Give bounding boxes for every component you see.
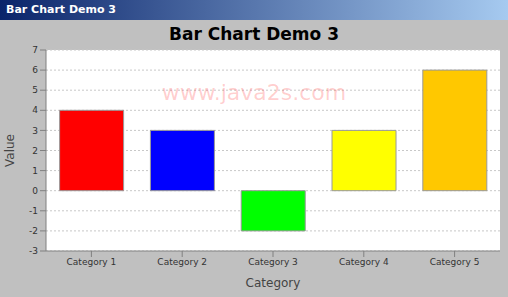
svg-text:0: 0 [32, 186, 38, 196]
svg-text:7: 7 [32, 46, 38, 55]
svg-text:3: 3 [32, 126, 38, 136]
svg-text:Category 5: Category 5 [430, 257, 480, 267]
svg-text:4: 4 [32, 105, 38, 115]
svg-text:-1: -1 [29, 206, 38, 216]
svg-text:Category 3: Category 3 [248, 257, 298, 267]
svg-text:Category 4: Category 4 [339, 257, 389, 267]
html-text:www.java2s.com: www.java2s.com [161, 80, 347, 105]
svg-text:Category: Category [246, 276, 301, 290]
html-text:Bar Chart Demo 3: Bar Chart Demo 3 [169, 24, 339, 44]
svg-text:-3: -3 [29, 246, 38, 256]
svg-text:-2: -2 [29, 226, 38, 236]
svg-text:Value: Value [8, 134, 17, 167]
svg-text:1: 1 [32, 166, 38, 176]
html-text:Bar Chart Demo 3: Bar Chart Demo 3 [6, 3, 116, 16]
svg-text:5: 5 [32, 85, 38, 95]
svg-text:2: 2 [32, 146, 38, 156]
svg-text:Category 1: Category 1 [67, 257, 117, 267]
svg-text:6: 6 [32, 65, 38, 75]
svg-text:Category 2: Category 2 [157, 257, 207, 267]
